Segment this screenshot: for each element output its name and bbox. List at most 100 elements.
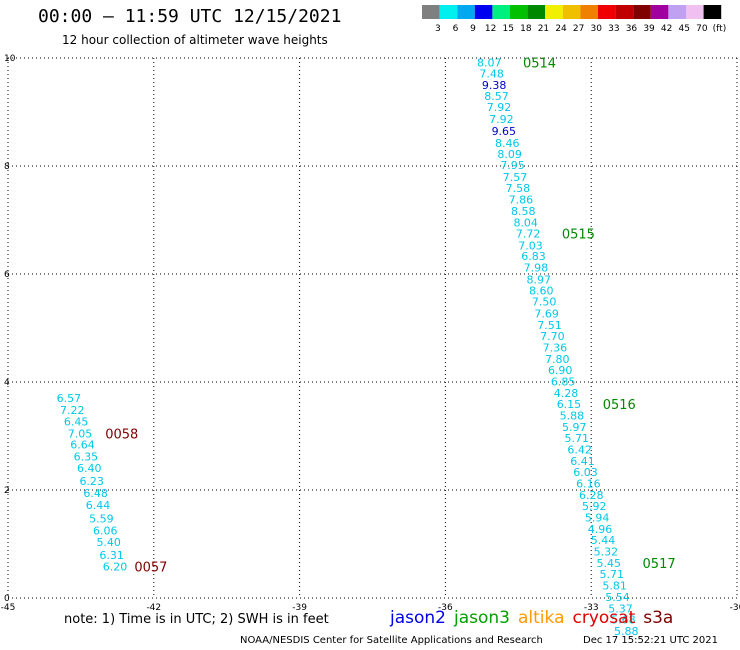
colorbar-swatch (439, 5, 458, 19)
wave-height-label: 6.45 (64, 415, 89, 428)
colorbar-swatch (545, 5, 563, 19)
colorbar-label: 33 (608, 24, 619, 34)
colorbar-swatch (668, 5, 686, 19)
colorbar-swatch (598, 5, 616, 19)
y-tick-label: 0 (4, 594, 10, 604)
pass-time-tag: 0516 (603, 398, 636, 413)
colorbar-label: 18 (520, 24, 532, 34)
colorbar-label: 21 (538, 24, 549, 34)
wave-height-label: 6.20 (103, 561, 128, 574)
colorbar-swatch (633, 5, 651, 19)
wave-height-label: 9.38 (482, 79, 507, 92)
x-tick-label: -42 (146, 603, 161, 613)
wave-height-label: 7.95 (500, 159, 525, 172)
colorbar-swatch (650, 5, 669, 19)
wave-height-label: 7.03 (518, 239, 543, 252)
wave-height-label: 6.64 (70, 439, 95, 452)
wave-height-label: 6.41 (570, 455, 595, 468)
wave-height-label: 5.32 (594, 546, 619, 559)
colorbar-label: 39 (643, 24, 655, 34)
wave-height-label: 6.90 (548, 364, 573, 377)
wave-height-label: 7.22 (60, 404, 85, 417)
wave-height-label: 7.80 (545, 353, 570, 366)
wave-height-label: 7.48 (479, 68, 504, 81)
pass-time-tag: 0515 (562, 228, 595, 243)
wave-height-label: 8.07 (477, 56, 502, 69)
wave-height-label: 7.86 (509, 193, 533, 206)
colorbar-swatch (422, 5, 440, 19)
units-note: note: 1) Time is in UTC; 2) SWH is in fe… (64, 612, 329, 627)
wave-height-label: 9.65 (492, 125, 517, 138)
colorbar-label: 27 (573, 24, 584, 34)
colorbar-label: 9 (470, 24, 476, 34)
wave-height-label: 5.92 (582, 500, 607, 513)
colorbar-swatch (615, 5, 634, 19)
y-tick-label: 10 (4, 54, 16, 64)
wave-height-label: 8.09 (497, 148, 521, 161)
satellite-legend-item: cryosat (572, 608, 636, 628)
wave-height-label: 6.03 (573, 466, 598, 479)
wave-height-label: 5.54 (605, 591, 630, 604)
colorbar-label: 3 (435, 24, 441, 34)
colorbar-swatch (562, 5, 581, 19)
wave-height-label: 8.57 (484, 90, 509, 103)
wave-height-label: 4.28 (554, 387, 579, 400)
x-tick-label: -36 (438, 603, 453, 613)
wave-height-label: 7.05 (68, 427, 93, 440)
colorbar-label: 36 (626, 24, 638, 34)
colorbar-label: 15 (503, 24, 514, 34)
wave-height-label: 5.68 (611, 614, 636, 627)
y-tick-label: 4 (4, 378, 10, 388)
wave-height-label: 6.83 (521, 250, 546, 263)
y-tick-label: 8 (4, 162, 10, 172)
wave-height-label: 6.48 (83, 487, 108, 500)
colorbar-label: 30 (591, 24, 603, 34)
x-tick-label: -39 (292, 603, 307, 613)
wave-height-label: 5.71 (564, 432, 589, 445)
colorbar-swatch (457, 5, 475, 19)
satellite-legend-item: jason3 (454, 608, 510, 628)
wave-height-label: 6.85 (551, 375, 576, 388)
x-tick-label: -30 (730, 603, 740, 613)
colorbar-swatch (474, 5, 493, 19)
x-tick-label: -45 (1, 603, 16, 613)
colorbar-label: 42 (661, 24, 672, 34)
y-tick-label: 2 (4, 486, 10, 496)
satellite-legend: jason2 jason3 altika cryosat s3a (390, 608, 681, 628)
colorbar-label: 6 (453, 24, 459, 34)
chart-subtitle: 12 hour collection of altimeter wave hei… (62, 33, 328, 47)
colorbar-swatch (580, 5, 598, 19)
wave-height-label: 5.88 (560, 409, 585, 422)
satellite-legend-item: s3a (643, 608, 674, 628)
wave-height-label: 8.58 (511, 205, 536, 218)
wave-height-label: 6.44 (86, 499, 111, 512)
colorbar-swatch (703, 5, 722, 19)
colorbar-label: 24 (555, 24, 567, 34)
wave-height-label: 6.40 (77, 462, 102, 475)
wave-height-label: 7.58 (506, 182, 531, 195)
colorbar-swatch (510, 5, 528, 19)
wave-height-label: 8.97 (527, 273, 552, 286)
colorbar-label: 12 (485, 24, 496, 34)
wave-height-label: 6.42 (567, 444, 592, 457)
wave-height-label: 7.57 (503, 171, 528, 184)
wave-height-label: 5.88 (614, 625, 639, 638)
wave-height-label: 6.06 (93, 525, 118, 538)
pass-time-tag: 0514 (523, 56, 556, 71)
wave-height-label: 7.36 (543, 341, 568, 354)
colorbar-swatch (527, 5, 546, 19)
wave-height-label: 8.46 (495, 137, 520, 150)
pass-time-tag: 0517 (643, 557, 676, 572)
wave-height-label: 7.69 (534, 307, 559, 320)
wave-height-label: 5.97 (562, 421, 587, 434)
pass-time-tag: 0057 (134, 561, 167, 576)
colorbar-label: 70 (696, 24, 708, 34)
wave-height-label: 6.23 (79, 475, 104, 488)
color-scale-legend: 3 6 9 12 15 18 21 24 27 30 33 36 39 42 45 70 (ft) (422, 5, 726, 34)
wave-height-label: 5.71 (599, 568, 624, 581)
wave-height-label: 5.59 (89, 513, 114, 526)
wave-height-label: 6.16 (576, 478, 601, 491)
colorbar-swatch (492, 5, 510, 19)
wave-height-label: 5.81 (602, 580, 627, 593)
